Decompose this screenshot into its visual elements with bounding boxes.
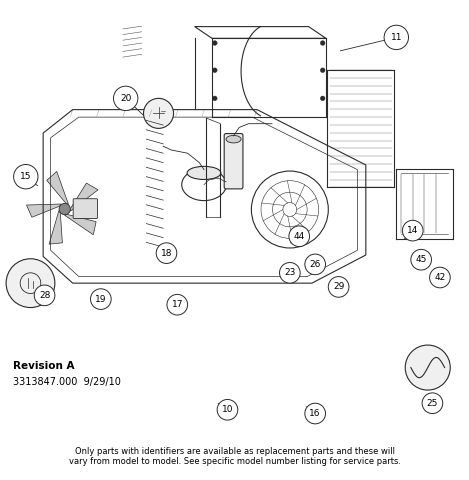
Circle shape	[144, 98, 174, 128]
Polygon shape	[49, 211, 62, 244]
Circle shape	[91, 289, 111, 310]
Text: 25: 25	[427, 399, 438, 408]
Circle shape	[405, 345, 450, 390]
Circle shape	[305, 254, 325, 275]
Circle shape	[320, 41, 325, 46]
Polygon shape	[26, 204, 61, 217]
Ellipse shape	[226, 135, 241, 143]
Circle shape	[384, 25, 408, 49]
Circle shape	[328, 276, 349, 297]
Circle shape	[212, 41, 217, 46]
Text: 18: 18	[161, 249, 172, 258]
Text: 15: 15	[20, 172, 31, 181]
Circle shape	[320, 96, 325, 101]
Circle shape	[113, 86, 138, 110]
Text: Only parts with identifiers are available as replacement parts and these will
va: Only parts with identifiers are availabl…	[68, 447, 401, 467]
Text: 29: 29	[333, 282, 344, 291]
Circle shape	[59, 204, 70, 215]
Circle shape	[34, 285, 55, 306]
Polygon shape	[70, 183, 98, 211]
Text: 20: 20	[120, 94, 131, 103]
Polygon shape	[47, 171, 68, 204]
Text: 14: 14	[407, 226, 418, 235]
Ellipse shape	[187, 167, 221, 180]
Text: 23: 23	[284, 268, 295, 277]
FancyBboxPatch shape	[224, 133, 243, 189]
Text: 28: 28	[39, 291, 50, 300]
Text: 26: 26	[310, 260, 321, 269]
Circle shape	[289, 226, 310, 247]
FancyBboxPatch shape	[73, 199, 98, 218]
Circle shape	[212, 96, 217, 101]
Circle shape	[156, 243, 177, 264]
Circle shape	[305, 403, 325, 424]
Text: 19: 19	[95, 295, 106, 303]
Text: 16: 16	[310, 409, 321, 418]
Text: 42: 42	[434, 273, 446, 282]
Circle shape	[402, 220, 423, 241]
Circle shape	[6, 259, 55, 308]
Circle shape	[320, 68, 325, 72]
Circle shape	[411, 250, 431, 270]
Circle shape	[217, 399, 238, 420]
Polygon shape	[65, 215, 96, 235]
Text: 3313847.000  9/29/10: 3313847.000 9/29/10	[13, 377, 121, 386]
Text: 44: 44	[294, 232, 305, 241]
Circle shape	[280, 263, 300, 283]
Text: 17: 17	[172, 300, 183, 309]
Circle shape	[422, 393, 443, 414]
Text: Revision A: Revision A	[13, 360, 75, 371]
Text: 45: 45	[416, 255, 427, 264]
Circle shape	[167, 294, 188, 315]
Circle shape	[212, 68, 217, 72]
Circle shape	[430, 267, 450, 288]
Text: 11: 11	[391, 33, 402, 42]
Text: 10: 10	[222, 405, 233, 414]
Circle shape	[14, 165, 38, 189]
